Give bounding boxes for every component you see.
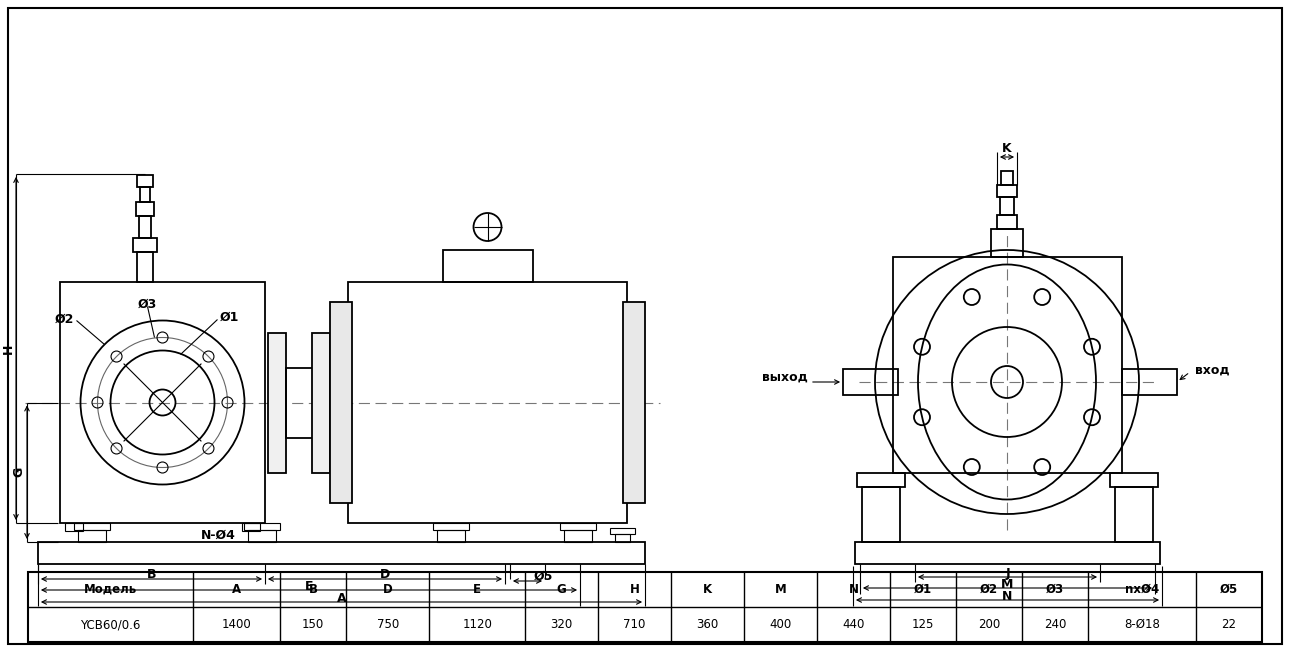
- Text: G: G: [13, 467, 26, 477]
- Bar: [1001, 171, 1013, 185]
- Bar: [137, 252, 152, 282]
- Bar: [442, 250, 533, 282]
- Text: K: K: [1002, 142, 1011, 155]
- Bar: [312, 333, 330, 472]
- Bar: [1109, 473, 1158, 487]
- Text: Ø1: Ø1: [219, 311, 239, 324]
- Text: 400: 400: [769, 618, 792, 631]
- Bar: [560, 523, 596, 530]
- Text: выход: выход: [762, 370, 808, 384]
- Bar: [1000, 197, 1014, 215]
- Text: 750: 750: [377, 618, 399, 631]
- Text: 1400: 1400: [222, 618, 252, 631]
- Bar: [330, 302, 352, 503]
- Bar: [1115, 487, 1153, 542]
- Bar: [139, 187, 150, 202]
- Text: 240: 240: [1044, 618, 1067, 631]
- Text: 125: 125: [912, 618, 934, 631]
- Bar: [615, 534, 630, 542]
- Text: 150: 150: [302, 618, 324, 631]
- Text: B: B: [147, 569, 156, 581]
- Text: M: M: [775, 583, 787, 596]
- Text: N: N: [849, 583, 859, 596]
- Text: вход: вход: [1195, 364, 1229, 376]
- Bar: [64, 523, 83, 531]
- Bar: [243, 523, 261, 531]
- Bar: [862, 487, 900, 542]
- Text: 320: 320: [551, 618, 573, 631]
- Bar: [857, 473, 906, 487]
- Text: Модель: Модель: [84, 583, 137, 596]
- Text: J: J: [1005, 566, 1010, 579]
- Text: nxØ4: nxØ4: [1125, 583, 1160, 596]
- Bar: [623, 302, 645, 503]
- Bar: [37, 542, 645, 564]
- Text: Ø2: Ø2: [980, 583, 998, 596]
- Text: M: M: [1001, 577, 1014, 591]
- Bar: [244, 523, 280, 530]
- Text: 1120: 1120: [462, 618, 493, 631]
- Bar: [610, 528, 635, 534]
- Text: Ø2: Ø2: [55, 313, 75, 326]
- Text: 360: 360: [697, 618, 719, 631]
- Text: Ø3: Ø3: [138, 298, 157, 311]
- Text: H: H: [1, 343, 14, 353]
- Bar: [133, 238, 156, 252]
- Bar: [1122, 369, 1176, 395]
- Bar: [268, 333, 286, 472]
- Text: N-Ø4: N-Ø4: [200, 528, 235, 542]
- Bar: [248, 530, 276, 542]
- Text: Ø1: Ø1: [915, 583, 933, 596]
- Bar: [61, 282, 264, 523]
- Bar: [74, 523, 110, 530]
- Text: Ø5: Ø5: [1220, 583, 1238, 596]
- Text: Ø3: Ø3: [1046, 583, 1064, 596]
- Text: H: H: [630, 583, 640, 596]
- Text: 710: 710: [623, 618, 646, 631]
- Text: G: G: [557, 583, 566, 596]
- Text: 200: 200: [978, 618, 1000, 631]
- Text: E: E: [304, 579, 313, 593]
- Text: K: K: [703, 583, 712, 596]
- Bar: [842, 369, 898, 395]
- Bar: [997, 185, 1017, 197]
- Bar: [348, 282, 627, 523]
- Text: B: B: [308, 583, 317, 596]
- Bar: [855, 542, 1160, 564]
- Bar: [997, 215, 1017, 229]
- Text: D: D: [379, 569, 390, 581]
- Text: D: D: [383, 583, 392, 596]
- Text: 440: 440: [842, 618, 864, 631]
- Text: 22: 22: [1222, 618, 1237, 631]
- Text: A: A: [232, 583, 241, 596]
- Text: A: A: [337, 591, 346, 605]
- Bar: [138, 216, 151, 238]
- Bar: [135, 202, 154, 216]
- Bar: [437, 530, 464, 542]
- Bar: [286, 368, 316, 437]
- Bar: [433, 523, 470, 530]
- Bar: [77, 530, 106, 542]
- Bar: [991, 229, 1023, 257]
- Bar: [28, 572, 1262, 642]
- Text: Ø5: Ø5: [534, 569, 553, 583]
- Bar: [137, 175, 152, 187]
- Bar: [564, 530, 592, 542]
- Bar: [893, 257, 1122, 473]
- Text: E: E: [473, 583, 481, 596]
- Text: 8-Ø18: 8-Ø18: [1124, 618, 1160, 631]
- Text: N: N: [1002, 589, 1013, 603]
- Text: YCB60/0.6: YCB60/0.6: [80, 618, 141, 631]
